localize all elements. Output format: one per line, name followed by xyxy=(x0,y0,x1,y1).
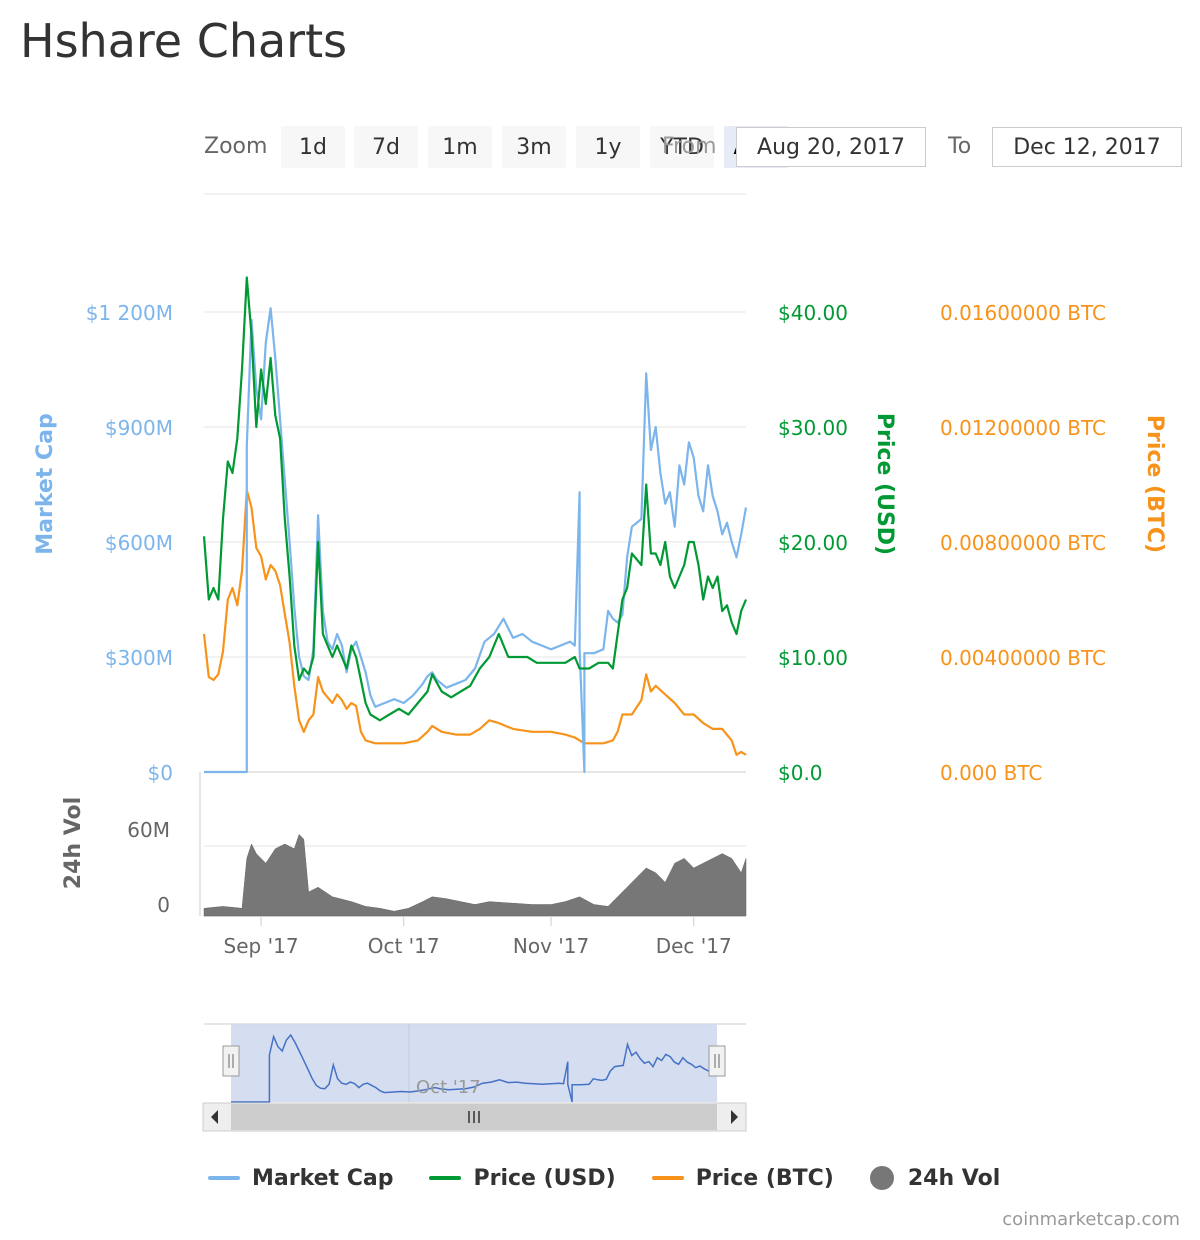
axis-tick-label: $300M xyxy=(105,646,173,670)
legend-label: Price (USD) xyxy=(473,1165,616,1191)
axis-tick-label: $0.0 xyxy=(778,761,823,785)
market-cap-axis-title: Market Cap xyxy=(33,413,58,554)
to-date-input[interactable] xyxy=(992,127,1182,167)
navigator-date-label: Oct '17 xyxy=(416,1077,481,1098)
series-market-cap-line[interactable] xyxy=(204,307,748,774)
axis-tick-label: $40.00 xyxy=(778,301,848,325)
axis-tick-label: 60M xyxy=(127,818,170,842)
price-btc-axis-ticks: 0.000 BTC 0.00400000 BTC 0.00800000 BTC 0.0… xyxy=(940,301,1106,785)
chart-legend: Market Cap Price (USD) Price (BTC) 24h V… xyxy=(208,1162,1036,1194)
zoom-1y-button[interactable]: 1y xyxy=(576,126,640,168)
price-usd-axis-ticks: $0.0 $10.00 $20.00 $30.00 $40.00 xyxy=(778,301,848,785)
from-label: From xyxy=(662,134,717,159)
credits-link[interactable]: coinmarketcap.com xyxy=(1002,1209,1180,1230)
navigator-right-handle[interactable] xyxy=(708,1045,726,1077)
axis-tick-label: 0.000 BTC xyxy=(940,761,1042,785)
scroll-right-arrow-icon[interactable] xyxy=(731,1110,738,1124)
axis-tick-label: $30.00 xyxy=(778,416,848,440)
price-btc-axis-title: Price (BTC) xyxy=(1142,415,1167,553)
legend-label: Price (BTC) xyxy=(695,1165,834,1191)
zoom-label: Zoom xyxy=(204,134,268,159)
zoom-3m-button[interactable]: 3m xyxy=(502,126,566,168)
legend-line-icon xyxy=(651,1176,684,1180)
volume-axis-title: 24h Vol xyxy=(61,797,86,889)
legend-line-icon xyxy=(429,1176,462,1180)
x-tick-label: Dec '17 xyxy=(656,934,732,958)
legend-item-price-btc[interactable]: Price (BTC) xyxy=(651,1165,834,1191)
series-price-usd-line[interactable] xyxy=(202,276,748,722)
navigator[interactable]: Oct '17 xyxy=(204,1023,746,1103)
zoom-7d-button[interactable]: 7d xyxy=(354,126,418,168)
price-chart[interactable]: $0 $300M $600M $900M $1 200M $0.0 $10.00 $20.0… xyxy=(0,0,1200,1150)
price-usd-axis-title: Price (USD) xyxy=(872,413,897,555)
scroll-left-arrow-icon[interactable] xyxy=(211,1110,218,1124)
volume-axis-ticks: 0 60M xyxy=(127,818,170,917)
x-axis-ticks: Sep '17 Oct '17 Nov '17 Dec '17 xyxy=(224,916,732,958)
zoom-ytd-button[interactable]: YTD xyxy=(650,126,714,168)
legend-item-volume[interactable]: 24h Vol xyxy=(869,1165,1001,1191)
axis-tick-label: $900M xyxy=(105,416,173,440)
axis-tick-label: 0.01600000 BTC xyxy=(940,301,1106,325)
axis-tick-label: 0.00800000 BTC xyxy=(940,531,1106,555)
volume-bars xyxy=(203,833,747,917)
legend-label: 24h Vol xyxy=(907,1165,1001,1191)
navigator-selected-range[interactable] xyxy=(231,1024,717,1102)
x-tick-label: Oct '17 xyxy=(368,934,440,958)
from-date-input[interactable] xyxy=(736,127,926,167)
navigator-left-handle[interactable] xyxy=(222,1045,240,1077)
legend-line-icon xyxy=(208,1176,240,1180)
zoom-1m-button[interactable]: 1m xyxy=(428,126,492,168)
axis-tick-label: $10.00 xyxy=(778,646,848,670)
legend-item-price-usd[interactable]: Price (USD) xyxy=(429,1165,616,1191)
scrollbar[interactable] xyxy=(202,1102,747,1132)
legend-item-market-cap[interactable]: Market Cap xyxy=(208,1166,393,1191)
navigator-series-line xyxy=(231,1033,718,1103)
zoom-1d-button[interactable]: 1d xyxy=(281,126,345,168)
axis-tick-label: $600M xyxy=(105,531,173,555)
axis-tick-label: $1 200M xyxy=(86,301,173,325)
page-title: Hshare Charts xyxy=(20,14,348,68)
axis-tick-label: 0.00400000 BTC xyxy=(940,646,1106,670)
axis-tick-label: $0 xyxy=(148,761,173,785)
axis-tick-label: $20.00 xyxy=(778,531,848,555)
legend-label: Market Cap xyxy=(252,1165,394,1191)
legend-dot-icon xyxy=(869,1166,894,1190)
market-cap-axis-ticks: $0 $300M $600M $900M $1 200M xyxy=(86,301,173,785)
x-tick-label: Nov '17 xyxy=(513,934,589,958)
axis-tick-label: 0 xyxy=(157,893,170,917)
to-label: To xyxy=(948,134,972,159)
x-tick-label: Sep '17 xyxy=(224,934,299,958)
series-price-btc-line[interactable] xyxy=(202,489,747,756)
axis-tick-label: 0.01200000 BTC xyxy=(940,416,1106,440)
